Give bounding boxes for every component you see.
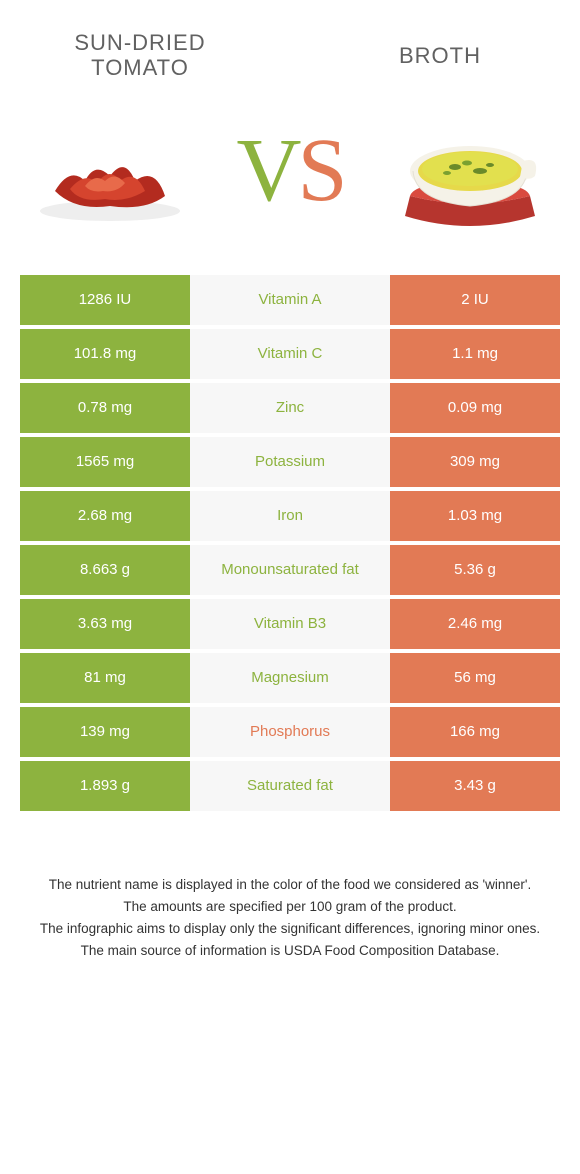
- table-row: 81 mgMagnesium56 mg: [20, 653, 560, 703]
- vs-letter-s: S: [297, 121, 343, 220]
- nutrient-name-cell: Phosphorus: [190, 707, 390, 757]
- nutrient-name-cell: Iron: [190, 491, 390, 541]
- nutrient-name-cell: Vitamin A: [190, 275, 390, 325]
- table-row: 1565 mgPotassium309 mg: [20, 437, 560, 487]
- table-row: 0.78 mgZinc0.09 mg: [20, 383, 560, 433]
- right-value-cell: 2 IU: [390, 275, 560, 325]
- header: Sun-dried tomato Broth: [0, 0, 580, 91]
- left-value-cell: 1565 mg: [20, 437, 190, 487]
- right-value-cell: 2.46 mg: [390, 599, 560, 649]
- nutrient-name-cell: Zinc: [190, 383, 390, 433]
- right-value-cell: 3.43 g: [390, 761, 560, 811]
- nutrient-name-cell: Saturated fat: [190, 761, 390, 811]
- footer-line: The main source of information is USDA F…: [20, 941, 560, 961]
- right-food-title: Broth: [340, 43, 540, 68]
- right-value-cell: 1.03 mg: [390, 491, 560, 541]
- nutrient-table: 1286 IUVitamin A2 IU101.8 mgVitamin C1.1…: [20, 271, 560, 815]
- left-food-title: Sun-dried tomato: [40, 30, 240, 81]
- table-row: 3.63 mgVitamin B32.46 mg: [20, 599, 560, 649]
- footer-line: The nutrient name is displayed in the co…: [20, 875, 560, 895]
- left-value-cell: 1286 IU: [20, 275, 190, 325]
- table-row: 101.8 mgVitamin C1.1 mg: [20, 329, 560, 379]
- nutrient-name-cell: Vitamin B3: [190, 599, 390, 649]
- nutrient-name-cell: Potassium: [190, 437, 390, 487]
- vs-label: VS: [236, 126, 343, 216]
- right-food-image: [380, 101, 560, 241]
- left-value-cell: 101.8 mg: [20, 329, 190, 379]
- footer-notes: The nutrient name is displayed in the co…: [0, 815, 580, 984]
- left-value-cell: 8.663 g: [20, 545, 190, 595]
- table-row: 8.663 gMonounsaturated fat5.36 g: [20, 545, 560, 595]
- footer-line: The infographic aims to display only the…: [20, 919, 560, 939]
- right-value-cell: 5.36 g: [390, 545, 560, 595]
- nutrient-name-cell: Monounsaturated fat: [190, 545, 390, 595]
- hero-row: VS: [0, 91, 580, 271]
- vs-letter-v: V: [236, 121, 297, 220]
- table-row: 1.893 gSaturated fat3.43 g: [20, 761, 560, 811]
- left-value-cell: 2.68 mg: [20, 491, 190, 541]
- right-value-cell: 0.09 mg: [390, 383, 560, 433]
- left-value-cell: 81 mg: [20, 653, 190, 703]
- nutrient-name-cell: Vitamin C: [190, 329, 390, 379]
- table-row: 139 mgPhosphorus166 mg: [20, 707, 560, 757]
- table-row: 1286 IUVitamin A2 IU: [20, 275, 560, 325]
- right-value-cell: 166 mg: [390, 707, 560, 757]
- left-value-cell: 1.893 g: [20, 761, 190, 811]
- left-value-cell: 139 mg: [20, 707, 190, 757]
- left-food-image: [20, 101, 200, 241]
- right-value-cell: 1.1 mg: [390, 329, 560, 379]
- right-value-cell: 309 mg: [390, 437, 560, 487]
- left-value-cell: 0.78 mg: [20, 383, 190, 433]
- right-value-cell: 56 mg: [390, 653, 560, 703]
- left-value-cell: 3.63 mg: [20, 599, 190, 649]
- table-row: 2.68 mgIron1.03 mg: [20, 491, 560, 541]
- footer-line: The amounts are specified per 100 gram o…: [20, 897, 560, 917]
- nutrient-name-cell: Magnesium: [190, 653, 390, 703]
